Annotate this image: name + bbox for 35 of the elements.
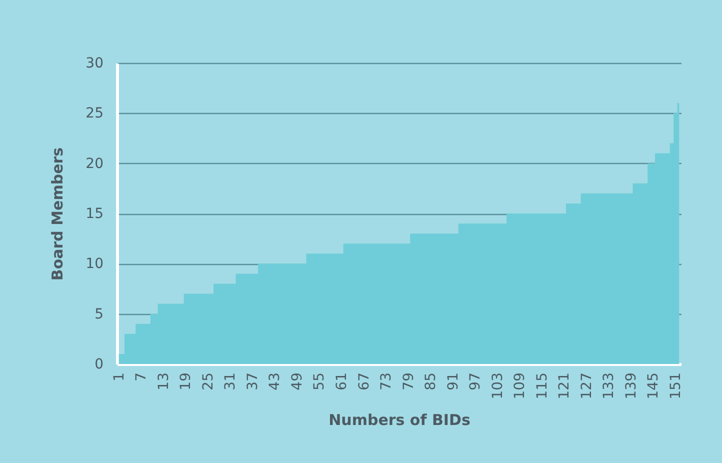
y-tick-label: 5 <box>94 306 104 322</box>
x-tick-label: 49 <box>289 372 306 390</box>
x-tick-label: 61 <box>334 372 350 390</box>
x-tick-label: 127 <box>578 372 595 400</box>
x-tick-label: 1 <box>111 372 128 382</box>
y-tick-label: 25 <box>86 106 104 122</box>
x-tick-label: 25 <box>200 372 216 390</box>
x-tick-label: 85 <box>423 372 440 390</box>
y-tick-label: 20 <box>86 156 104 172</box>
y-tick-label: 0 <box>94 356 104 372</box>
y-axis-title: Board Members <box>48 147 67 281</box>
x-tick-label: 121 <box>556 372 573 400</box>
y-tick-label: 30 <box>86 56 104 72</box>
x-tick-label: 133 <box>601 372 618 400</box>
y-tick-label: 10 <box>86 256 104 272</box>
y-tick-label: 15 <box>86 206 104 222</box>
x-tick-label: 7 <box>134 372 150 382</box>
x-tick-label: 67 <box>356 372 372 390</box>
x-tick-label: 13 <box>156 372 172 390</box>
x-tick-label: 151 <box>668 372 684 400</box>
x-tick-label: 55 <box>312 372 328 390</box>
x-tick-label: 43 <box>267 372 284 390</box>
x-tick-label: 145 <box>646 372 662 400</box>
x-tick-label: 97 <box>468 372 484 390</box>
x-tick-label: 139 <box>623 372 640 400</box>
x-tick-label: 31 <box>222 372 239 390</box>
x-tick-label: 103 <box>490 372 506 400</box>
x-tick-label: 19 <box>178 372 194 390</box>
x-tick-label: 37 <box>244 372 261 390</box>
x-tick-label: 91 <box>445 372 462 390</box>
x-axis-title: Numbers of BIDs <box>328 411 470 430</box>
x-tick-label: 115 <box>534 372 550 400</box>
x-tick-label: 73 <box>378 372 395 390</box>
x-tick-label: 109 <box>512 372 528 400</box>
x-tick-label: 79 <box>400 372 417 390</box>
